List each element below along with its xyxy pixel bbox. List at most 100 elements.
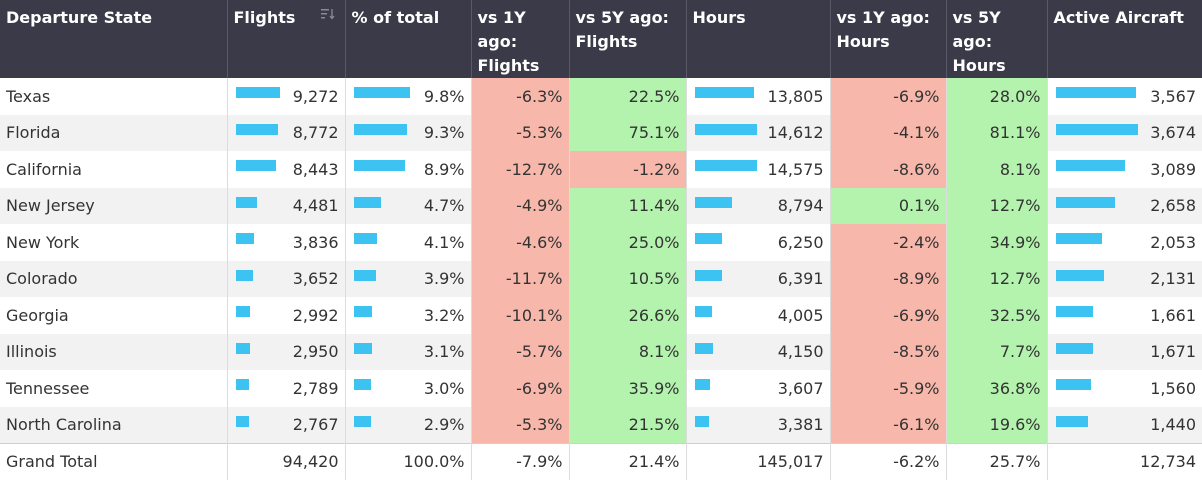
table-row[interactable]: North Carolina 2,767 2.9% -5.3% 21.5% 3,381 -6… <box>0 406 1202 443</box>
cell-hours-1y-value: -8.6% <box>893 159 940 179</box>
cell-hours-bar <box>694 123 757 135</box>
cell-pct-total-value: 9.8% <box>423 86 465 106</box>
header-flights-1y[interactable]: vs 1Y ago: Flights <box>471 0 570 78</box>
table-row[interactable]: Texas 9,272 9.8% -6.3% 22.5% 13,805 -6.9% 28.0%… <box>0 78 1202 115</box>
cell-hours-5y: 19.6% <box>946 406 1048 443</box>
cell-hours-1y-value: -6.1% <box>893 415 940 434</box>
cell-pct-total: 4.7% <box>345 187 472 224</box>
cell-hours-value: 14,612 <box>767 123 824 143</box>
cell-pct-total-bar <box>353 233 377 244</box>
cell-flights-5y-value: 75.1% <box>628 123 680 143</box>
table-row[interactable]: Georgia 2,992 3.2% -10.1% 26.6% 4,005 -6.9% 32.… <box>0 297 1202 334</box>
cell-flights-1y: -4.9% <box>471 187 570 224</box>
cell-hours-value: 6,250 <box>777 232 824 252</box>
header-hours[interactable]: Hours <box>686 0 831 78</box>
cell-hours-1y-value: -2.4% <box>893 232 940 252</box>
cell-pct-total-bar <box>353 269 376 281</box>
cell-pct-total: 9.8% <box>345 78 472 115</box>
cell-flights: 8,443 <box>227 151 346 188</box>
cell-hours-1y-value: -8.5% <box>893 342 940 362</box>
cell-pct-total-bar <box>353 123 407 135</box>
cell-hours-value: 4,005 <box>777 305 824 325</box>
header-pct-total[interactable]: % of total <box>345 0 472 78</box>
header-flights-5y[interactable]: vs 5Y ago: Flights <box>569 0 687 78</box>
cell-aircraft: 1,560 <box>1047 370 1202 407</box>
table-row[interactable]: Illinois 2,950 3.1% -5.7% 8.1% 4,150 -8.5% 7.7%… <box>0 333 1202 370</box>
table-row[interactable]: California 8,443 8.9% -12.7% -1.2% 14,575 -8.6… <box>0 151 1202 188</box>
cell-flights: 8,772 <box>227 114 346 151</box>
cell-flights-bar <box>235 87 280 98</box>
cell-pct-total-value: 8.9% <box>423 159 465 179</box>
cell-hours: 4,005 <box>686 297 831 334</box>
cell-state: Texas <box>0 78 228 115</box>
table-row[interactable]: Tennessee 2,789 3.0% -6.9% 35.9% 3,607 -5.9% 36… <box>0 370 1202 407</box>
cell-hours-bar <box>694 87 754 98</box>
cell-state-value: Tennessee <box>6 378 90 398</box>
cell-flights-5y: 11.4% <box>569 187 687 224</box>
cell-hours-value: 3,607 <box>777 378 824 398</box>
cell-flights-5y-value: 10.5% <box>628 269 680 289</box>
cell-hours-5y: 28.0% <box>946 78 1048 115</box>
header-flights[interactable]: Flights <box>227 0 346 78</box>
cell-pct-total-value: 3.0% <box>423 378 465 398</box>
grand-total-label: Grand Total <box>0 442 228 480</box>
cell-flights-value: 2,767 <box>292 415 339 434</box>
cell-aircraft-value: 1,560 <box>1150 378 1196 398</box>
total-hours-5y: 25.7% <box>946 442 1048 480</box>
cell-hours: 14,612 <box>686 114 831 151</box>
header-hours-5y[interactable]: vs 5Y ago: Hours <box>946 0 1048 78</box>
table-row[interactable]: New York 3,836 4.1% -4.6% 25.0% 6,250 -2.4% 34.… <box>0 224 1202 261</box>
cell-flights-5y-value: 11.4% <box>628 196 680 216</box>
cell-hours: 14,575 <box>686 151 831 188</box>
header-label: % of total <box>351 8 440 27</box>
cell-flights-value: 2,789 <box>292 378 339 398</box>
cell-hours-bar <box>694 306 712 317</box>
cell-flights: 3,652 <box>227 260 346 297</box>
cell-flights-bar <box>235 196 257 208</box>
header-active-aircraft[interactable]: Active Aircraft <box>1047 0 1202 78</box>
cell-aircraft-bar <box>1055 160 1125 171</box>
cell-hours-value: 14,575 <box>767 159 824 179</box>
cell-hours-1y-value: -5.9% <box>893 378 940 398</box>
cell-hours-5y-value: 32.5% <box>989 305 1041 325</box>
cell-pct-total-bar <box>353 379 371 390</box>
sort-descending-icon[interactable] <box>320 8 335 20</box>
grand-total-row: Grand Total 94,420 100.0% -7.9% 21.4% 14… <box>0 442 1202 480</box>
cell-flights-bar <box>235 269 253 281</box>
cell-state-value: Illinois <box>6 342 57 362</box>
cell-aircraft-value: 1,440 <box>1150 415 1196 434</box>
cell-aircraft: 2,658 <box>1047 187 1202 224</box>
cell-hours-bar <box>694 196 732 208</box>
cell-flights-value: 4,481 <box>292 196 339 216</box>
cell-aircraft-bar <box>1055 123 1138 135</box>
cell-hours-1y: -8.5% <box>830 333 947 370</box>
cell-flights-1y-value: -4.6% <box>516 232 563 252</box>
table-row[interactable]: Florida 8,772 9.3% -5.3% 75.1% 14,612 -4.1% 81.… <box>0 114 1202 151</box>
header-label: Departure State <box>6 8 153 27</box>
cell-hours: 8,794 <box>686 187 831 224</box>
cell-hours-1y: -6.1% <box>830 406 947 443</box>
cell-flights-1y: -11.7% <box>471 260 570 297</box>
header-departure-state[interactable]: Departure State <box>0 0 228 78</box>
header-label: vs 1Y ago: <box>477 8 526 51</box>
cell-pct-total-value: 4.1% <box>423 232 465 252</box>
cell-pct-total-bar <box>353 87 410 98</box>
cell-flights-1y: -5.3% <box>471 406 570 443</box>
header-row: Departure State Flights % of total vs 1Y… <box>0 0 1202 78</box>
cell-hours-bar <box>694 269 722 281</box>
cell-flights-5y: 8.1% <box>569 333 687 370</box>
table-row[interactable]: Colorado 3,652 3.9% -11.7% 10.5% 6,391 -8.9% 12… <box>0 260 1202 297</box>
header-label: Hours <box>692 8 746 27</box>
cell-aircraft-bar <box>1055 306 1093 317</box>
cell-flights: 2,789 <box>227 370 346 407</box>
total-flights-5y: 21.4% <box>569 442 687 480</box>
table-row[interactable]: New Jersey 4,481 4.7% -4.9% 11.4% 8,794 0.1% 12… <box>0 187 1202 224</box>
header-label: Hours <box>952 56 1006 75</box>
cell-hours: 3,607 <box>686 370 831 407</box>
cell-pct-total: 8.9% <box>345 151 472 188</box>
cell-flights-1y-value: -12.7% <box>505 159 563 179</box>
header-hours-1y[interactable]: vs 1Y ago: Hours <box>830 0 947 78</box>
cell-hours-1y: 0.1% <box>830 187 947 224</box>
cell-state: Florida <box>0 114 228 151</box>
cell-hours-bar <box>694 415 709 427</box>
